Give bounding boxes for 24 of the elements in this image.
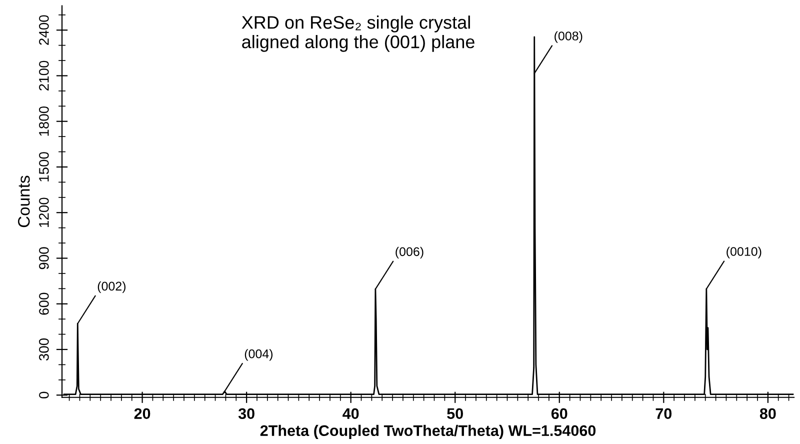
x-tick-label: 60: [551, 408, 568, 420]
annotation: (004): [244, 349, 273, 361]
x-tick-label: 20: [134, 408, 150, 420]
y-tick-label: 2400: [39, 15, 49, 45]
annotation: (006): [396, 246, 424, 259]
y-tick-label: 1800: [39, 106, 49, 136]
y-tick-label: 1500: [39, 152, 49, 182]
y-tick-label: 1200: [39, 198, 49, 227]
y-tick-label: 300: [39, 338, 49, 361]
y-axis-title: Counts: [18, 176, 30, 228]
y-tick-label: 900: [39, 247, 49, 270]
text: XRD on ReSe₂ single crystal aligned along the (001) plane: [242, 16, 474, 52]
x-tick-label: 70: [656, 408, 672, 420]
x-tick-label: 30: [238, 408, 254, 420]
x-tick-label: 80: [760, 408, 776, 420]
annotation: (002): [98, 281, 126, 294]
x-tick-label: 40: [342, 408, 359, 420]
annotation: (0010): [726, 246, 762, 258]
x-axis-title: 2Theta (Coupled TwoTheta/Theta) WL=1.54060: [260, 424, 596, 440]
y-tick-label: 600: [39, 292, 49, 315]
y-tick-label: 0: [39, 392, 49, 398]
annotation: (008): [554, 31, 582, 43]
x-tick-label: 50: [447, 408, 463, 420]
y-tick-label: 2100: [39, 60, 49, 90]
